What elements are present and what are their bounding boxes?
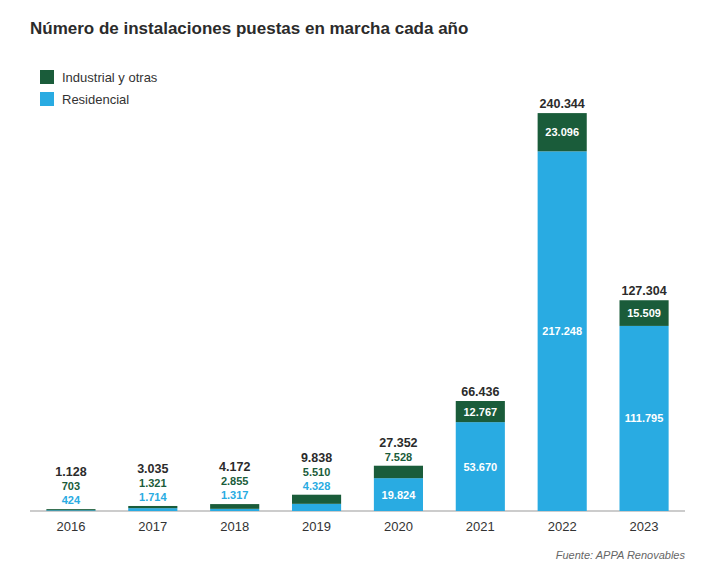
segment-label: 53.670: [463, 461, 497, 473]
source: Fuente: APPA Renovables: [556, 549, 686, 561]
total-label: 66.436: [461, 385, 499, 399]
segment-label: 217.248: [542, 325, 582, 337]
data-labels: 424 7031.128 1.714 1.3213.035 1.317 2.8554.17…: [55, 97, 666, 506]
bar-segment: [538, 151, 587, 511]
bar-segment: [456, 401, 505, 422]
bar-segment: [128, 508, 177, 511]
segment-label: 703: [62, 480, 80, 492]
bar-segment: [456, 422, 505, 511]
category-label: 2021: [466, 519, 495, 534]
bar-segment: [292, 504, 341, 511]
bar-segment: [620, 326, 669, 511]
total-label: 127.304: [621, 284, 666, 298]
category-label: 2017: [138, 519, 167, 534]
segment-label: 2.855: [221, 475, 249, 487]
category-label: 2016: [56, 519, 85, 534]
total-label: 27.352: [379, 436, 417, 450]
bar-segment: [374, 466, 423, 478]
total-label: 9.838: [301, 451, 332, 465]
segment-label: 111.795: [625, 412, 664, 424]
bar-segment: [46, 509, 95, 510]
bar-segment: [128, 506, 177, 508]
segment-label: 4.328: [303, 480, 331, 492]
legend-swatch: [40, 92, 54, 106]
bar-segment: [46, 510, 95, 511]
total-label: 240.344: [540, 97, 585, 111]
bars: [46, 113, 668, 511]
segment-label: 19.824: [382, 489, 417, 501]
segment-label: 23.096: [545, 126, 579, 138]
segment-label: 424: [62, 494, 81, 506]
segment-label: 1.317: [221, 489, 249, 501]
segment-label: 12.767: [463, 406, 497, 418]
total-label: 3.035: [137, 462, 168, 476]
bar-segment: [620, 300, 669, 326]
total-label: 4.172: [219, 460, 250, 474]
category-label: 2023: [630, 519, 659, 534]
title: Número de instalaciones puestas en march…: [30, 19, 468, 38]
legend-label: Industrial y otras: [62, 70, 158, 85]
legend-swatch: [40, 70, 54, 84]
chart: Número de instalaciones puestas en march…: [0, 0, 705, 569]
segment-label: 1.714: [139, 491, 167, 503]
legend: Industrial y otras Residencial: [40, 70, 158, 107]
bar-segment: [374, 478, 423, 511]
category-label: 2019: [302, 519, 331, 534]
segment-label: 15.509: [627, 307, 661, 319]
category-label: 2022: [548, 519, 577, 534]
segment-label: 1.321: [139, 477, 167, 489]
legend-label: Residencial: [62, 92, 129, 107]
bar-segment: [538, 113, 587, 151]
category-label: 2018: [220, 519, 249, 534]
bar-segment: [210, 504, 259, 509]
bar-segment: [210, 509, 259, 511]
segment-label: 5.510: [303, 466, 331, 478]
total-label: 1.128: [55, 465, 86, 479]
category-label: 2020: [384, 519, 413, 534]
bar-segment: [292, 495, 341, 504]
segment-label: 7.528: [385, 451, 413, 463]
